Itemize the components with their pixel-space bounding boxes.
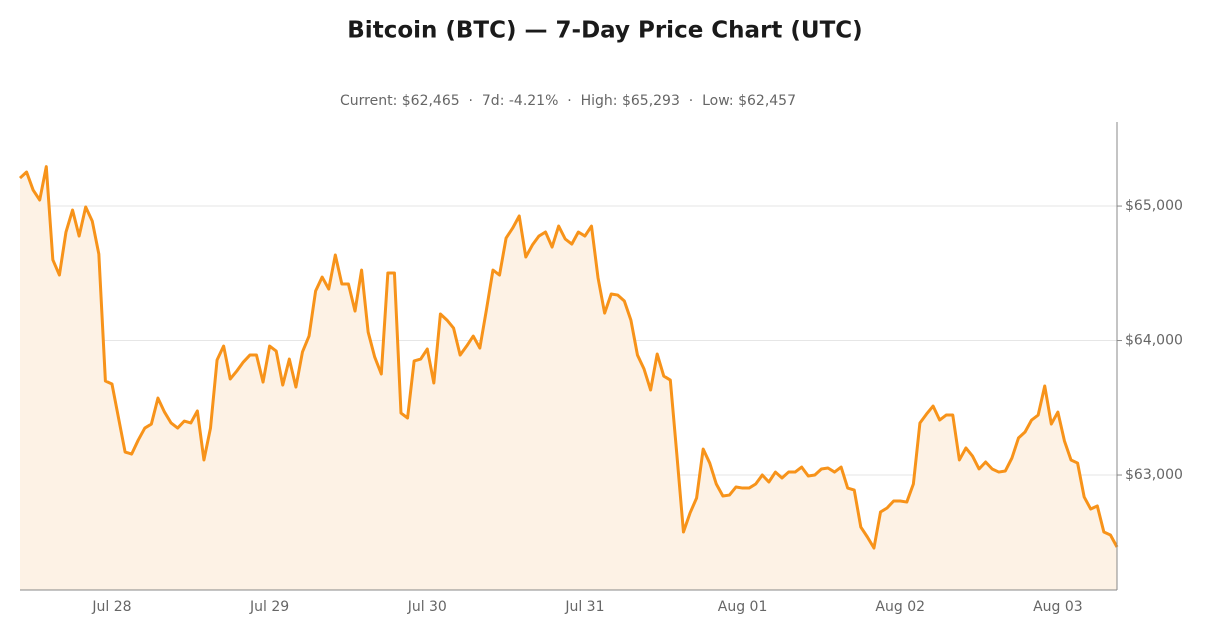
y-tick-label: $65,000 bbox=[1125, 198, 1183, 214]
chart-subtitle: Current: $62,465 · 7d: -4.21% · High: $6… bbox=[340, 93, 796, 109]
x-tick-label: Jul 30 bbox=[407, 599, 447, 615]
x-tick-label: Jul 29 bbox=[249, 599, 289, 615]
price-line bbox=[18, 165, 1119, 550]
x-tick-label: Aug 03 bbox=[1033, 599, 1083, 615]
y-tick-label: $63,000 bbox=[1125, 467, 1183, 483]
area bbox=[20, 166, 1117, 590]
chart-title: Bitcoin (BTC) — 7-Day Price Chart (UTC) bbox=[347, 18, 862, 44]
x-tick-label: Jul 28 bbox=[91, 599, 131, 615]
x-tick-label: Jul 31 bbox=[564, 599, 604, 615]
x-tick-label: Aug 02 bbox=[875, 599, 925, 615]
x-tick-label: Aug 01 bbox=[718, 599, 768, 615]
y-tick-label: $64,000 bbox=[1125, 333, 1183, 349]
